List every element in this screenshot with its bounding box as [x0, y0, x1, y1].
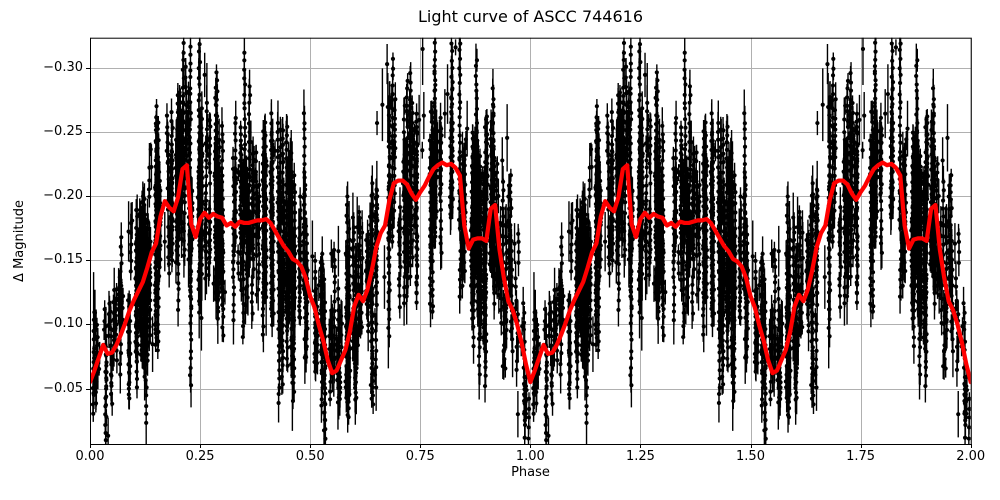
x-tick-label: 0.75 — [405, 449, 435, 464]
y-tick-label: −0.20 — [43, 187, 83, 203]
y-tick-label: −0.05 — [43, 380, 83, 396]
x-tick-label: 1.00 — [515, 449, 545, 464]
y-tick-label: −0.25 — [43, 123, 83, 139]
x-axis-label: Phase — [511, 465, 550, 480]
x-tick-label: 1.75 — [846, 449, 876, 464]
x-tick-label: 1.50 — [736, 449, 765, 464]
chart-title: Light curve of ASCC 744616 — [417, 7, 644, 26]
x-tick-label: 0.00 — [75, 449, 105, 464]
x-tick-label: 0.25 — [185, 449, 215, 464]
x-tick-label: 0.50 — [295, 449, 325, 464]
y-tick-label: −0.15 — [43, 252, 83, 268]
x-tick-label: 2.00 — [956, 449, 986, 464]
y-tick-label: −0.10 — [43, 316, 83, 332]
y-tick-label: −0.30 — [43, 59, 83, 75]
x-tick-label: 1.25 — [625, 449, 655, 464]
